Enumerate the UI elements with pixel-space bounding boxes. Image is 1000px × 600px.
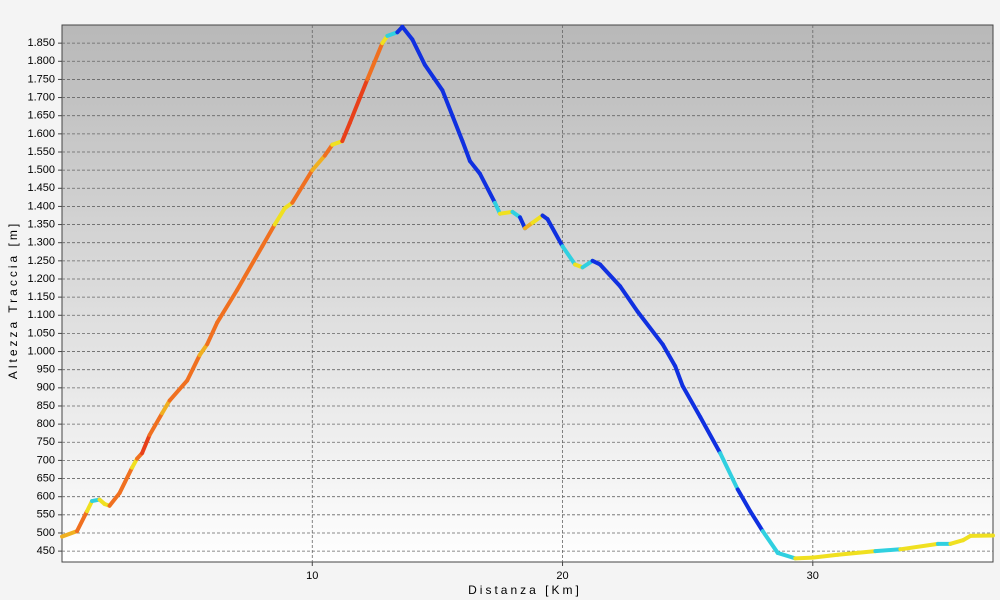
y-tick-label: 1.350 bbox=[27, 218, 55, 230]
profile-segment bbox=[450, 113, 465, 144]
profile-segment bbox=[835, 549, 878, 557]
profile-segment bbox=[75, 509, 90, 534]
tick-labels: 450 500 550 600 650 700 750 800 850 900 950 1.000 1.… bbox=[27, 37, 818, 582]
profile-segment bbox=[215, 287, 240, 325]
y-tick-label: 1.300 bbox=[27, 237, 55, 249]
grid bbox=[62, 25, 993, 562]
profile-segment bbox=[793, 555, 815, 561]
profile-segment bbox=[530, 213, 545, 225]
y-tick-label: 550 bbox=[37, 509, 55, 521]
profile-segment bbox=[898, 541, 940, 552]
y-tick-label: 750 bbox=[37, 436, 55, 448]
plot-area bbox=[61, 24, 994, 563]
y-tick-label: 1.400 bbox=[27, 200, 55, 212]
profile-segment bbox=[560, 244, 578, 267]
y-tick-label: 1.750 bbox=[27, 73, 55, 85]
x-tick-label: 20 bbox=[556, 570, 568, 582]
y-tick-label: 1.100 bbox=[27, 309, 55, 321]
y-tick-label: 1.800 bbox=[27, 55, 55, 67]
y-tick-label: 1.700 bbox=[27, 91, 55, 103]
y-tick-label: 1.500 bbox=[27, 164, 55, 176]
profile-segment bbox=[140, 433, 152, 456]
profile-segment bbox=[272, 206, 287, 227]
y-tick-label: 850 bbox=[37, 400, 55, 412]
y-tick-label: 1.200 bbox=[27, 273, 55, 285]
y-tick-label: 1.050 bbox=[27, 327, 55, 339]
profile-segment bbox=[497, 209, 515, 216]
y-tick-label: 1.550 bbox=[27, 146, 55, 158]
profile-segment bbox=[618, 284, 640, 314]
y-tick-label: 1.850 bbox=[27, 37, 55, 49]
profile-segment bbox=[718, 451, 740, 492]
profile-segment bbox=[60, 529, 80, 539]
profile-segment bbox=[117, 465, 135, 496]
profile-segment bbox=[545, 217, 565, 249]
profile-segment bbox=[365, 41, 385, 82]
profile-segment bbox=[160, 398, 172, 416]
profile-segment bbox=[422, 62, 445, 93]
y-tick-label: 900 bbox=[37, 382, 55, 394]
profile-segment bbox=[197, 342, 210, 358]
y-tick-label: 1.650 bbox=[27, 110, 55, 122]
profile-segment bbox=[400, 24, 415, 42]
y-tick-label: 1.250 bbox=[27, 255, 55, 267]
profile-segment bbox=[598, 262, 623, 289]
profile-segment bbox=[948, 538, 965, 546]
profile-segment bbox=[635, 309, 665, 347]
y-tick-label: 650 bbox=[37, 472, 55, 484]
y-tick-label: 950 bbox=[37, 364, 55, 376]
profile-segment bbox=[735, 487, 753, 514]
profile-segment bbox=[310, 153, 327, 173]
y-tick-label: 1.000 bbox=[27, 345, 55, 357]
x-tick-label: 30 bbox=[807, 570, 819, 582]
profile-segment bbox=[760, 529, 780, 555]
profile-segment bbox=[147, 411, 165, 438]
x-tick-label: 10 bbox=[306, 570, 318, 582]
y-tick-label: 1.450 bbox=[27, 182, 55, 194]
profile-segment bbox=[290, 168, 315, 205]
profile-segment bbox=[260, 222, 277, 249]
profile-segment bbox=[673, 364, 685, 389]
profile-segment bbox=[347, 77, 370, 125]
profile-segment bbox=[410, 37, 427, 67]
profile-segment bbox=[167, 378, 190, 403]
profile-segment bbox=[775, 550, 798, 561]
profile-segment bbox=[680, 384, 703, 419]
profile-segment bbox=[477, 171, 497, 205]
profile-segment bbox=[698, 414, 723, 456]
profile-segment bbox=[440, 88, 455, 118]
profile-segment bbox=[185, 353, 202, 383]
profile-segment bbox=[107, 491, 122, 508]
y-tick-label: 1.600 bbox=[27, 128, 55, 140]
profile-segment bbox=[460, 139, 472, 164]
profile-segment bbox=[660, 342, 678, 369]
y-tick-label: 500 bbox=[37, 527, 55, 539]
x-axis-title: Distanza [Km] bbox=[468, 583, 582, 597]
profile-segment bbox=[235, 244, 265, 292]
profile-segment bbox=[340, 120, 352, 144]
profile-segment bbox=[205, 320, 220, 347]
y-tick-label: 700 bbox=[37, 454, 55, 466]
y-axis-title: Altezza Traccia [m] bbox=[6, 221, 20, 379]
profile-segment bbox=[748, 509, 765, 534]
y-tick-label: 1.150 bbox=[27, 291, 55, 303]
y-tick-label: 450 bbox=[37, 545, 55, 557]
y-tick-label: 600 bbox=[37, 491, 55, 503]
y-tick-label: 800 bbox=[37, 418, 55, 430]
profile-line bbox=[60, 24, 995, 561]
profile-segment bbox=[322, 142, 335, 158]
profile-segment bbox=[873, 547, 903, 554]
profile-segment bbox=[467, 159, 482, 176]
profile-segment bbox=[810, 552, 840, 560]
